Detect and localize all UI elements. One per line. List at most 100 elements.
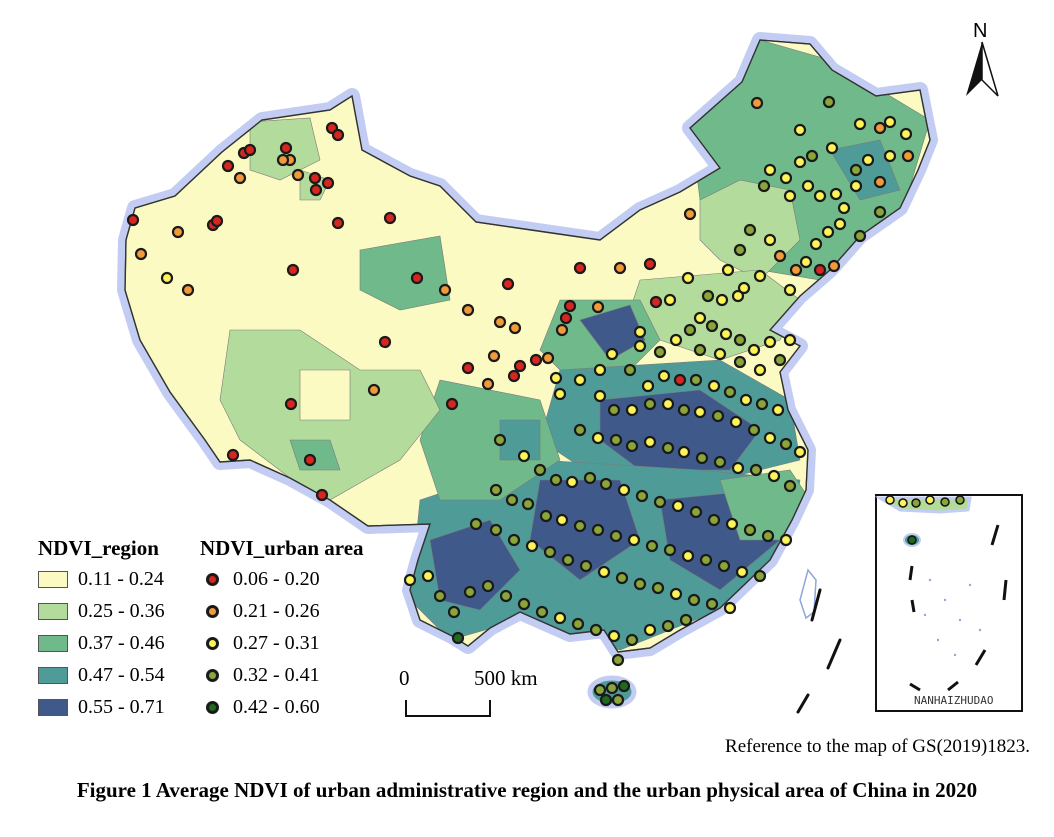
urban-area-point: [625, 403, 639, 417]
urban-area-point: [321, 176, 335, 190]
urban-area-point: [517, 449, 531, 463]
urban-area-point: [827, 259, 841, 273]
urban-area-point: [226, 448, 240, 462]
legend-region-item: 0.55 - 0.71: [38, 696, 165, 718]
urban-area-point: [799, 255, 813, 269]
legend-label: 0.06 - 0.20: [233, 567, 320, 590]
legend-swatch: [38, 570, 68, 588]
urban-area-point: [611, 693, 625, 707]
inset-map-content: [874, 495, 1008, 692]
legend-region-title: NDVI_region: [38, 536, 159, 560]
scale-bar: [405, 700, 491, 717]
urban-area-point: [549, 473, 563, 487]
urban-area-point: [763, 163, 777, 177]
legend-label: 0.47 - 0.54: [78, 663, 165, 686]
urban-area-point: [243, 143, 257, 157]
urban-area-point: [535, 605, 549, 619]
urban-area-point: [813, 189, 827, 203]
urban-area-point: [623, 363, 637, 377]
urban-area-point: [743, 523, 757, 537]
urban-area-point: [729, 415, 743, 429]
urban-area-point: [493, 315, 507, 329]
urban-area-point: [683, 207, 697, 221]
urban-area-point: [607, 403, 621, 417]
urban-area-point: [591, 523, 605, 537]
urban-area-point: [553, 387, 567, 401]
urban-area-point: [383, 211, 397, 225]
urban-area-point: [573, 261, 587, 275]
urban-area-point: [873, 175, 887, 189]
urban-area-point: [687, 593, 701, 607]
urban-area-point: [783, 189, 797, 203]
urban-area-point: [331, 128, 345, 142]
urban-area-point: [617, 483, 631, 497]
urban-area-point: [625, 439, 639, 453]
urban-area-point: [793, 155, 807, 169]
urban-area-point: [308, 171, 322, 185]
urban-area-point: [689, 505, 703, 519]
urban-area-point: [489, 523, 503, 537]
urban-area-point: [679, 613, 693, 627]
urban-area-point: [737, 281, 751, 295]
region-tibet-east: [289, 439, 341, 471]
urban-area-point: [276, 153, 290, 167]
urban-area-point: [669, 587, 683, 601]
urban-area-point: [725, 517, 739, 531]
urban-area-point: [593, 389, 607, 403]
urban-area-point: [761, 529, 775, 543]
urban-area-point: [821, 225, 835, 239]
urban-area-point: [635, 489, 649, 503]
urban-area-point: [573, 423, 587, 437]
figure-caption: Figure 1 Average NDVI of urban administr…: [76, 778, 978, 802]
urban-area-point: [438, 283, 452, 297]
urban-area-point: [573, 373, 587, 387]
urban-area-point: [699, 553, 713, 567]
taiwan-island: [799, 568, 817, 620]
urban-area-point: [747, 343, 761, 357]
urban-area-point: [661, 619, 675, 633]
urban-area-point: [653, 345, 667, 359]
urban-area-point: [653, 495, 667, 509]
urban-area-point: [849, 179, 863, 193]
urban-area-point: [611, 653, 625, 667]
legend-label: 0.11 - 0.24: [78, 567, 164, 590]
urban-area-point: [403, 573, 417, 587]
urban-area-point: [813, 263, 827, 277]
urban-area-point: [713, 347, 727, 361]
urban-area-point: [853, 117, 867, 131]
urban-area-point: [719, 327, 733, 341]
urban-area-point: [171, 225, 185, 239]
region-qinghai-inner: [299, 369, 351, 421]
urban-area-point: [529, 353, 543, 367]
urban-area-point: [733, 243, 747, 257]
urban-area-point: [739, 393, 753, 407]
urban-area-point: [507, 369, 521, 383]
urban-area-point: [410, 271, 424, 285]
urban-area-point: [309, 183, 323, 197]
legend-dot: [206, 636, 219, 650]
urban-area-point: [505, 493, 519, 507]
urban-area-point: [617, 679, 631, 693]
urban-area-point: [901, 149, 915, 163]
region-sichuan: [419, 379, 561, 501]
urban-area-point: [783, 283, 797, 297]
urban-area-point: [717, 559, 731, 573]
urban-area-point: [711, 409, 725, 423]
scale-zero-label: 0: [399, 666, 410, 690]
legend-label: 0.42 - 0.60: [233, 695, 320, 718]
urban-area-point: [755, 397, 769, 411]
legend-swatch: [38, 698, 68, 716]
urban-area-point: [767, 469, 781, 483]
urban-area-point: [508, 321, 522, 335]
urban-area-point: [627, 533, 641, 547]
urban-area-point: [284, 397, 298, 411]
urban-area-point: [539, 509, 553, 523]
urban-area-point: [779, 437, 793, 451]
urban-area-point: [605, 681, 619, 695]
urban-area-point: [747, 423, 761, 437]
urban-area-point: [303, 453, 317, 467]
urban-area-point: [783, 333, 797, 347]
urban-area-point: [899, 127, 913, 141]
urban-area-point: [689, 373, 703, 387]
urban-area-point: [461, 303, 475, 317]
